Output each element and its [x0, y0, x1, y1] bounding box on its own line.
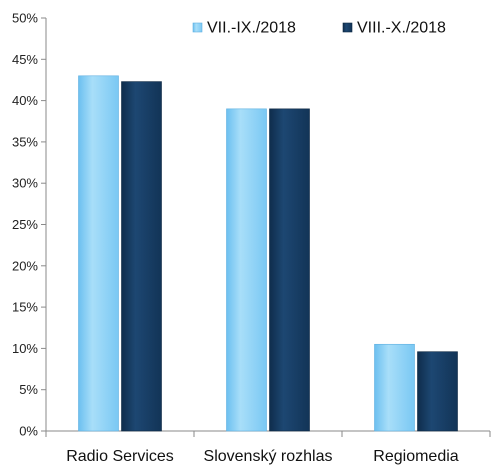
y-axis: 0% 5% 10% 15% 20% 25% 30% 35% 40% 45% 50% [12, 11, 47, 439]
category-label: Regiomedia [373, 448, 458, 465]
category-label: Slovenský rozhlas [204, 448, 333, 465]
bar [121, 81, 162, 432]
y-tick-label: 5% [19, 382, 38, 397]
y-tick-label: 20% [12, 258, 38, 273]
legend-swatch [342, 22, 353, 33]
y-tick-label: 15% [12, 300, 38, 315]
y-tick-label: 35% [12, 134, 38, 149]
y-tick-label: 0% [19, 424, 38, 439]
bar [269, 108, 310, 432]
y-tick-label: 25% [12, 217, 38, 232]
x-axis: Radio Services Slovenský rozhlas Regiomedi… [45, 430, 491, 465]
bar [226, 108, 267, 432]
bar [417, 351, 458, 432]
y-tick-label: 45% [12, 52, 38, 67]
legend-label: VIII.-X./2018 [357, 20, 446, 37]
category-label: Radio Services [66, 448, 174, 465]
legend-swatch [192, 22, 203, 33]
y-tick-label: 30% [12, 176, 38, 191]
legend-label: VII.-IX./2018 [207, 20, 296, 37]
bar [374, 343, 415, 432]
y-tick-label: 40% [12, 93, 38, 108]
legend: VII.-IX./2018 VIII.-X./2018 [192, 20, 446, 37]
y-tick-label: 50% [12, 11, 38, 26]
y-tick-label: 10% [12, 341, 38, 356]
bars [78, 75, 458, 432]
bar [78, 75, 119, 432]
